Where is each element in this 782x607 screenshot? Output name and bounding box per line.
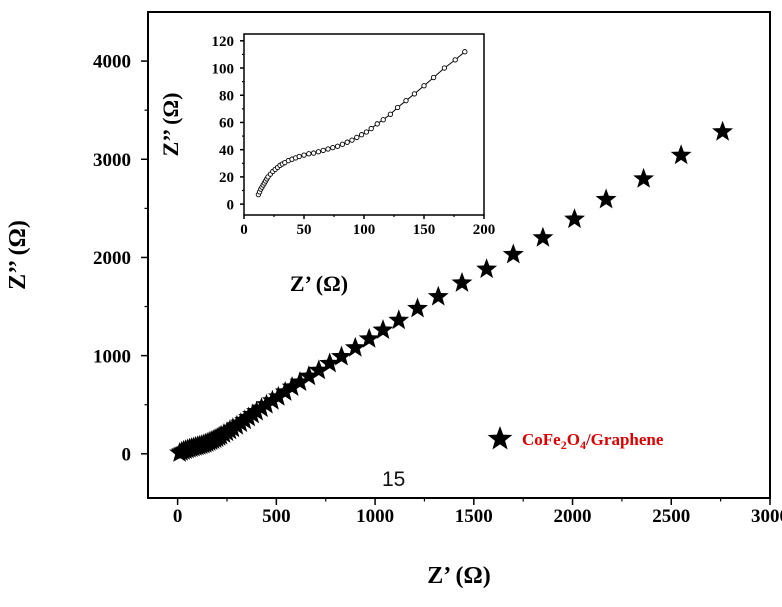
inset-y-tick-label: 20 bbox=[219, 170, 234, 186]
inset-x-tick-label: 100 bbox=[353, 222, 376, 238]
inset-x-axis-label: Z’ (Ω) bbox=[290, 271, 348, 296]
main-y-tick-label: 0 bbox=[122, 444, 132, 465]
main-x-tick-label: 1500 bbox=[455, 506, 493, 527]
inset-x-tick-label: 150 bbox=[413, 222, 436, 238]
inset-data-point bbox=[320, 147, 326, 154]
main-data-point bbox=[358, 327, 380, 348]
inset-data-point bbox=[339, 141, 346, 147]
inset-data-point bbox=[358, 132, 365, 138]
main-data-point bbox=[502, 243, 524, 264]
inset-data-point bbox=[296, 153, 302, 160]
main-x-axis-label: Z’ (Ω) bbox=[427, 563, 490, 589]
main-x-tick-label: 3000 bbox=[751, 506, 782, 527]
main-data-point bbox=[308, 359, 330, 380]
main-data-point bbox=[633, 167, 655, 188]
inset-x-tick-label: 200 bbox=[473, 222, 496, 238]
main-y-axis-label: Z’’ (Ω) bbox=[5, 220, 31, 290]
main-x-tick-label: 0 bbox=[173, 506, 183, 527]
inset-data-point bbox=[349, 137, 355, 143]
inset-data-point bbox=[374, 121, 380, 127]
inset-data-point bbox=[387, 111, 394, 117]
main-data-point bbox=[319, 352, 341, 373]
inset-y-axis-label: Z’’ (Ω) bbox=[158, 93, 183, 157]
main-y-tick-label: 1000 bbox=[93, 346, 131, 367]
main-data-point bbox=[289, 371, 311, 391]
main-data-point bbox=[712, 120, 734, 141]
inset-data-point bbox=[421, 83, 427, 89]
main-data-point bbox=[267, 385, 289, 406]
inset-data-point bbox=[306, 151, 312, 157]
inset-data-point bbox=[330, 144, 336, 151]
inset-data-point bbox=[403, 98, 409, 104]
main-data-point bbox=[344, 336, 366, 357]
main-data-point bbox=[331, 345, 352, 366]
inset-data-point bbox=[462, 49, 468, 55]
main-data-point bbox=[564, 208, 585, 229]
main-data-point bbox=[251, 397, 272, 418]
main-x-tick-label: 1000 bbox=[356, 506, 394, 527]
inset-y-tick-label: 0 bbox=[227, 197, 235, 213]
inset-data-point bbox=[430, 74, 437, 81]
inset-data-point bbox=[452, 57, 458, 63]
inset-y-tick-label: 40 bbox=[219, 143, 234, 159]
main-data-point bbox=[281, 376, 303, 396]
main-x-tick-label: 2500 bbox=[652, 506, 690, 527]
inset-plot-frame bbox=[243, 33, 485, 216]
main-data-point bbox=[261, 389, 283, 410]
inset-y-tick-label: 60 bbox=[219, 116, 234, 132]
inset-data-point bbox=[344, 139, 350, 145]
main-data-point bbox=[407, 297, 428, 318]
inset-data-point bbox=[380, 117, 386, 123]
main-data-point bbox=[476, 258, 498, 279]
main-data-point bbox=[595, 188, 617, 209]
legend-marker-star bbox=[487, 426, 513, 450]
main-data-point bbox=[274, 381, 296, 401]
inset-data-point bbox=[394, 104, 401, 111]
inset-plot: 0 50 100 150 200 0 20 40 60 80 100 120 Z’ (Ω) Z’’ (Ω) bbox=[158, 33, 496, 296]
inset-data-point bbox=[411, 91, 418, 97]
main-data-point bbox=[427, 285, 449, 306]
page-number: 15 bbox=[382, 468, 406, 491]
main-data-point bbox=[372, 319, 394, 339]
inset-data-point bbox=[301, 152, 307, 158]
inset-data-point bbox=[310, 150, 317, 156]
legend: CoFe2O4/Graphene bbox=[487, 426, 664, 452]
inset-data-point bbox=[368, 125, 374, 132]
inset-y-tick-label: 100 bbox=[212, 61, 235, 77]
main-x-tick-label: 500 bbox=[262, 506, 291, 527]
main-data-point bbox=[246, 400, 268, 421]
main-y-tick-label: 2000 bbox=[93, 248, 131, 269]
inset-data-point bbox=[315, 149, 322, 155]
inset-y-tick-label: 120 bbox=[212, 34, 235, 50]
main-data-point bbox=[298, 365, 320, 386]
inset-data-point bbox=[334, 143, 341, 149]
inset-x-tick-label: 50 bbox=[297, 222, 312, 238]
main-data-point bbox=[256, 393, 277, 414]
main-data-point bbox=[532, 226, 554, 247]
inset-data-point bbox=[441, 65, 448, 71]
legend-label: CoFe2O4/Graphene bbox=[522, 430, 664, 452]
inset-data-point bbox=[354, 134, 360, 141]
main-y-tick-label: 3000 bbox=[93, 150, 131, 171]
main-data-point bbox=[670, 144, 692, 165]
main-y-tick-label: 4000 bbox=[93, 52, 131, 73]
inset-data-point bbox=[325, 146, 331, 152]
inset-y-tick-label: 80 bbox=[219, 88, 234, 104]
main-x-tick-label: 2000 bbox=[554, 506, 592, 527]
main-data-point bbox=[451, 272, 473, 292]
main-data-point bbox=[388, 309, 410, 330]
inset-x-tick-label: 0 bbox=[240, 222, 248, 238]
inset-data-point bbox=[363, 129, 370, 135]
